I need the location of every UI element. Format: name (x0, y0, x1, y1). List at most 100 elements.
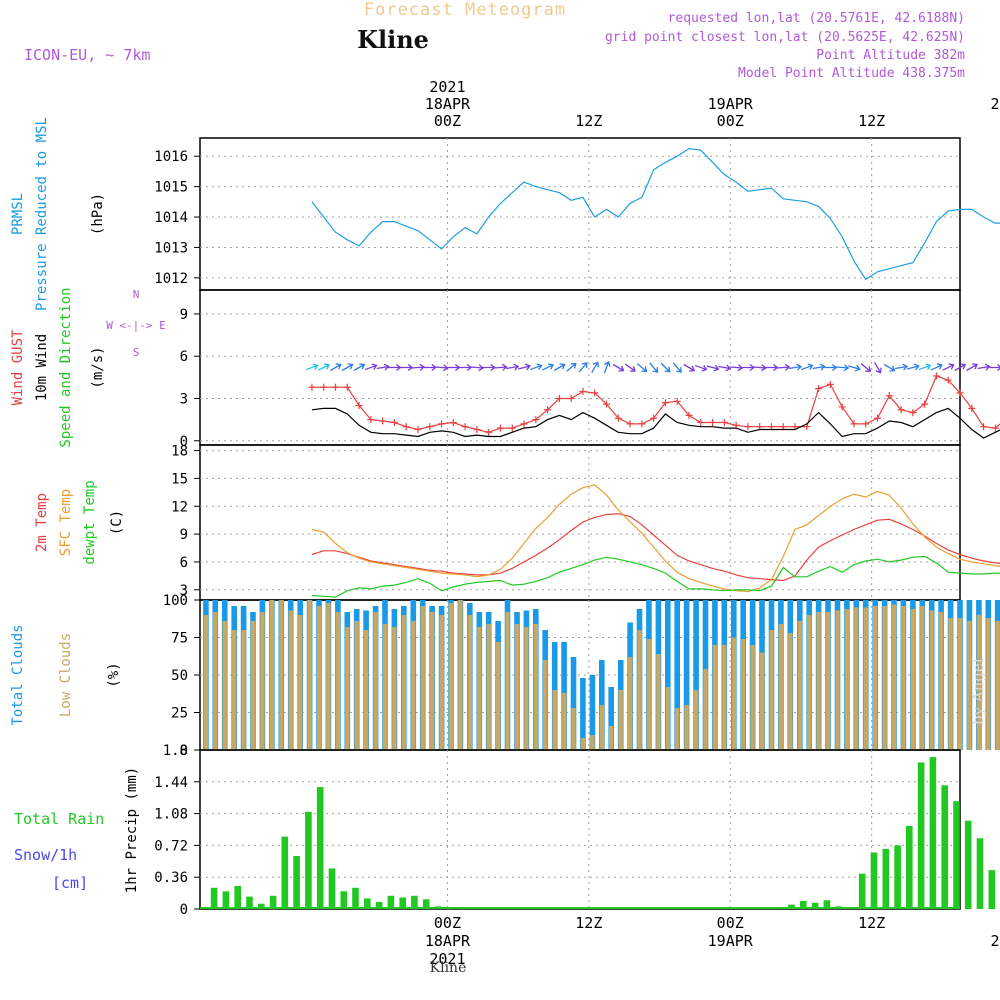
y-tick-label: 1012 (154, 271, 188, 287)
precip-bar (328, 868, 336, 909)
low-cloud-bar (750, 645, 755, 750)
low-cloud-bar (656, 654, 661, 750)
y-axis-label: Total Rain (14, 810, 104, 828)
gust-marker (355, 402, 363, 410)
low-cloud-bar (938, 612, 944, 750)
y-tick-label: 1013 (154, 240, 188, 256)
gust-marker (390, 418, 398, 426)
wind-direction-arrow (566, 362, 577, 372)
gust-marker (673, 397, 681, 405)
time-tick-label-bottom: 00Z (717, 914, 744, 932)
gust-marker (944, 376, 952, 384)
gust-marker (532, 416, 540, 424)
low-cloud-bar (458, 600, 463, 750)
wind-direction-arrow (591, 361, 599, 374)
series-line-temperature-1 (311, 484, 1000, 593)
series-line-wind-0 (311, 375, 1000, 433)
low-cloud-bar (627, 657, 633, 750)
low-cloud-bar (637, 630, 642, 750)
series-line-wind-1 (311, 407, 1000, 439)
wind-direction-arrow (482, 363, 496, 372)
low-cloud-bar (411, 621, 416, 750)
wind-direction-arrow (930, 363, 943, 371)
gust-marker (496, 424, 504, 432)
low-cloud-bar (995, 621, 1000, 750)
precip-bar (340, 891, 348, 909)
low-cloud-bar (844, 609, 850, 750)
low-cloud-bar (279, 600, 284, 750)
y-tick-label: 0.36 (154, 870, 188, 886)
wind-direction-arrow (777, 363, 791, 371)
low-cloud-bar (825, 612, 831, 750)
gust-marker (308, 383, 316, 391)
wind-direction-arrow (836, 364, 850, 372)
gust-marker (591, 389, 599, 397)
grid-point: grid point closest lon,lat (20.5625E, 42… (605, 30, 965, 45)
precip-bar (976, 838, 984, 909)
y-axis-label: Wind GUST (10, 329, 26, 405)
y-tick-label: 0.72 (154, 838, 188, 854)
gust-marker (720, 418, 728, 426)
precip-bar (894, 845, 901, 909)
gust-marker (932, 372, 940, 380)
low-cloud-bar (543, 660, 548, 750)
low-cloud-bar (693, 690, 699, 750)
gust-marker (320, 383, 328, 391)
precip-bar (788, 904, 795, 909)
precip-bar (929, 757, 937, 909)
gust-marker (520, 420, 528, 428)
wind-direction-arrow (636, 363, 648, 373)
low-cloud-bar (816, 612, 821, 750)
low-cloud-bar (948, 618, 953, 750)
low-cloud-bar (835, 610, 840, 750)
wind-direction-arrow (730, 364, 744, 372)
wind-direction-arrow (977, 363, 991, 371)
low-cloud-bar (976, 615, 982, 750)
low-cloud-bar (571, 708, 576, 750)
y-axis-label: 10m Wind (34, 334, 50, 401)
y-axis-label: 2m Temp (34, 493, 50, 552)
precip-bar (399, 897, 406, 909)
y-axis-label: Total Clouds (10, 624, 26, 725)
precip-bar (269, 895, 277, 910)
wind-direction-arrow (411, 363, 426, 371)
gust-marker (709, 418, 717, 426)
precip-bar (293, 856, 300, 909)
gust-marker (838, 403, 846, 411)
gust-marker (921, 400, 929, 408)
precip-bar (222, 891, 230, 909)
wind-direction-arrow (706, 364, 720, 372)
wind-direction-arrow (353, 363, 366, 372)
precip-bar (316, 787, 324, 909)
low-cloud-bar (788, 633, 793, 750)
gust-marker (650, 414, 658, 422)
gust-marker (461, 423, 469, 431)
precip-bar (800, 901, 807, 909)
total-cloud-bar (693, 600, 699, 750)
y-tick-label: 3 (180, 583, 188, 599)
total-cloud-bar (665, 600, 671, 750)
y-tick-label: 3 (180, 392, 188, 408)
gust-marker (438, 420, 446, 428)
low-cloud-bar (345, 627, 350, 750)
precip-bar (988, 870, 996, 909)
wind-direction-arrow (918, 363, 932, 371)
low-cloud-bar (260, 612, 265, 750)
gust-marker (874, 414, 882, 422)
low-cloud-bar (609, 726, 614, 750)
low-cloud-bar (910, 609, 916, 750)
low-cloud-bar (467, 615, 472, 750)
wind-direction-arrow (660, 362, 671, 373)
wind-direction-arrow (459, 363, 473, 372)
series-line-pressure-0 (311, 147, 1000, 281)
gust-marker (638, 420, 646, 428)
low-cloud-bar (316, 606, 322, 750)
y-axis-label: PRMSL (10, 193, 26, 235)
wind-direction-arrow (694, 364, 708, 372)
wind-direction-arrow (423, 363, 437, 372)
low-cloud-bar (807, 615, 812, 750)
low-cloud-bar (873, 606, 878, 750)
wind-direction-arrow (529, 363, 543, 371)
y-tick-label: 100 (163, 593, 188, 609)
low-cloud-bar (298, 615, 303, 750)
